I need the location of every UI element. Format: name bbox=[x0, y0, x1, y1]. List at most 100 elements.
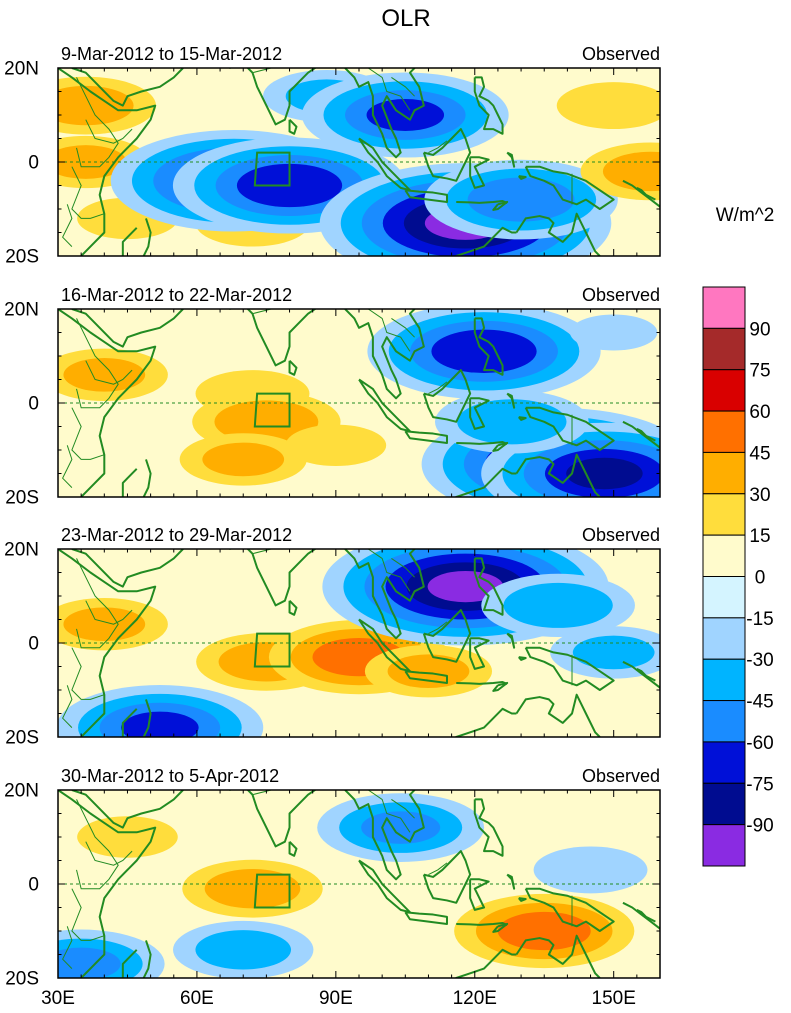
map-panel-1: 20N 0 20S 9-Mar-2012 to 15-Mar-2012 Observed bbox=[4, 44, 661, 268]
coastline bbox=[524, 165, 615, 210]
colorbar-level-label: -30 bbox=[746, 650, 773, 671]
colorbar-swatch bbox=[702, 617, 746, 660]
country-border bbox=[85, 119, 133, 144]
colorbar-swatch bbox=[702, 534, 746, 578]
country-border bbox=[71, 888, 105, 941]
coastline bbox=[58, 68, 157, 256]
colorbar-swatch bbox=[702, 576, 746, 619]
y-tick-label: 20N bbox=[4, 540, 39, 561]
coastline bbox=[524, 646, 615, 691]
coastline bbox=[71, 549, 184, 588]
colorbar-swatch bbox=[702, 369, 746, 412]
coastline bbox=[622, 420, 660, 449]
panel-observed-label: Observed bbox=[582, 766, 660, 786]
coastline bbox=[473, 317, 504, 376]
anomaly-contour bbox=[285, 424, 387, 467]
coastline bbox=[121, 949, 138, 978]
coastline bbox=[229, 549, 317, 607]
coastline bbox=[71, 309, 184, 348]
coastline bbox=[404, 670, 448, 684]
anomaly-contour bbox=[497, 911, 591, 951]
coastline bbox=[344, 68, 425, 159]
colorbar-swatch bbox=[702, 700, 746, 743]
colorbar-level-label: 90 bbox=[749, 319, 770, 340]
country-border bbox=[252, 790, 272, 796]
panel-observed-label: Observed bbox=[582, 44, 660, 64]
coastline bbox=[229, 790, 317, 848]
anomaly-contour bbox=[457, 399, 567, 445]
y-tick-label: 20N bbox=[4, 300, 39, 321]
anomaly-contour bbox=[387, 654, 470, 689]
coastline bbox=[71, 790, 184, 829]
map-panels: 20N 0 20S 9-Mar-2012 to 15-Mar-2012 Observed… bbox=[4, 44, 661, 990]
coastline bbox=[142, 459, 152, 497]
coastline bbox=[58, 549, 157, 737]
colorbar-level-label: -15 bbox=[746, 609, 773, 630]
y-tick-label: 20S bbox=[5, 728, 39, 749]
coastline bbox=[456, 681, 508, 685]
country-border bbox=[62, 445, 73, 488]
country-border bbox=[252, 309, 272, 315]
coastline bbox=[288, 599, 298, 616]
country-border bbox=[76, 558, 119, 649]
coastline bbox=[142, 940, 152, 978]
colorbar-swatch bbox=[702, 410, 746, 453]
colorbar-level-label: -90 bbox=[746, 816, 773, 837]
country-border bbox=[62, 685, 73, 728]
coastline bbox=[524, 887, 615, 932]
coastline bbox=[454, 226, 517, 256]
country-border bbox=[391, 798, 415, 819]
coastline bbox=[473, 76, 504, 135]
country-border bbox=[85, 600, 133, 625]
coastline bbox=[517, 897, 527, 902]
y-tick-label: 20N bbox=[4, 781, 39, 802]
anomaly-contour bbox=[602, 151, 660, 192]
colorbar-swatch bbox=[702, 451, 746, 495]
coastline bbox=[636, 186, 656, 201]
colorbar-swatch bbox=[702, 286, 746, 329]
country-border bbox=[85, 360, 133, 385]
index-box-region bbox=[253, 873, 291, 909]
coastline bbox=[454, 948, 517, 978]
anomaly-contour bbox=[503, 582, 613, 628]
coastline bbox=[473, 798, 504, 857]
coastline bbox=[636, 667, 656, 682]
x-tick-label: 30E bbox=[41, 988, 75, 1009]
coastline bbox=[469, 397, 490, 430]
y-tick-label: 0 bbox=[28, 153, 39, 174]
coastline bbox=[636, 908, 656, 923]
colorbar-level-label: -60 bbox=[746, 733, 773, 754]
coastline bbox=[454, 707, 517, 737]
coastline bbox=[636, 427, 656, 442]
colorbar-swatch bbox=[702, 741, 746, 784]
x-tick-label: 60E bbox=[180, 988, 214, 1009]
country-border bbox=[367, 68, 411, 111]
chart-title: OLR bbox=[381, 5, 430, 32]
anomaly-contour bbox=[63, 357, 146, 392]
coastline bbox=[622, 660, 660, 689]
coastline bbox=[142, 699, 152, 737]
map-panel-2: 20N 0 20S 16-Mar-2012 to 22-Mar-2012 Observe… bbox=[4, 285, 661, 509]
coastline bbox=[404, 189, 448, 203]
coastline bbox=[121, 227, 138, 256]
colorbar-level-label: 45 bbox=[749, 443, 770, 464]
coastline bbox=[517, 656, 527, 661]
coastline bbox=[142, 218, 152, 256]
coastline bbox=[515, 934, 601, 978]
coastline bbox=[469, 156, 490, 189]
coastline bbox=[288, 118, 298, 135]
coastline bbox=[288, 840, 298, 857]
panel-period-label: 9-Mar-2012 to 15-Mar-2012 bbox=[61, 44, 282, 64]
coastline bbox=[71, 68, 184, 107]
coastline bbox=[422, 128, 472, 182]
coastline bbox=[469, 878, 490, 911]
panel-period-label: 23-Mar-2012 to 29-Mar-2012 bbox=[61, 525, 292, 545]
country-border bbox=[391, 317, 415, 338]
colorbar-level-label: -45 bbox=[746, 692, 773, 713]
y-tick-label: 20S bbox=[5, 969, 39, 990]
country-border bbox=[428, 621, 448, 635]
coastline bbox=[515, 693, 601, 737]
country-border bbox=[252, 68, 272, 74]
anomaly-contour bbox=[214, 400, 319, 444]
colorbar-swatch bbox=[702, 658, 746, 702]
